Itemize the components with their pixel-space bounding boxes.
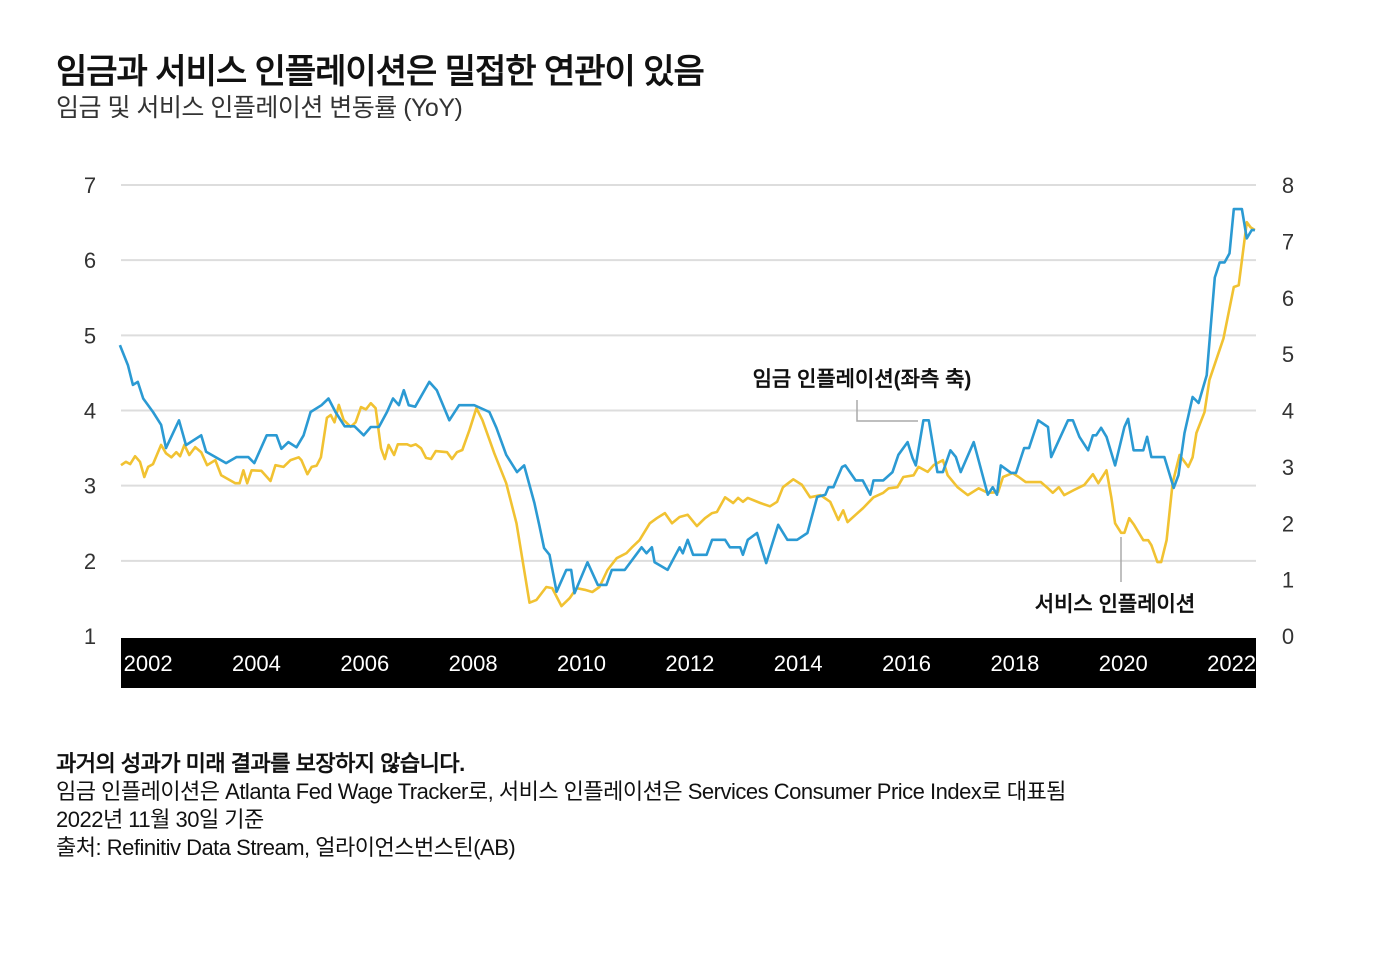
right-y-tick-label: 4 xyxy=(1282,399,1294,424)
x-tick-label: 2014 xyxy=(774,651,823,676)
left-y-tick-label: 4 xyxy=(84,399,96,424)
right-y-tick-label: 1 xyxy=(1282,568,1294,593)
wage-inflation-line xyxy=(118,207,1255,595)
x-tick-label: 2020 xyxy=(1099,651,1148,676)
wage-annotation-leader xyxy=(856,400,918,422)
left-y-tick-label: 6 xyxy=(84,248,96,273)
chart-subtitle: 임금 및 서비스 인플레이션 변동률 (YoY) xyxy=(56,94,463,122)
x-tick-label: 2004 xyxy=(232,651,281,676)
gridlines xyxy=(121,184,1256,562)
footnotes: 과거의 성과가 미래 결과를 보장하지 않습니다. 임금 인플레이션은 Atla… xyxy=(56,750,1066,862)
as-of-date: 2022년 11월 30일 기준 xyxy=(56,807,264,832)
services-inflation-line xyxy=(120,220,1256,608)
x-axis-band xyxy=(121,638,1256,688)
x-tick-label: 2010 xyxy=(557,651,606,676)
right-y-tick-label: 5 xyxy=(1282,342,1294,367)
x-tick-label: 2018 xyxy=(990,651,1039,676)
right-y-tick-label: 6 xyxy=(1282,286,1294,311)
x-tick-label: 2006 xyxy=(340,651,389,676)
right-y-tick-label: 8 xyxy=(1282,173,1294,198)
right-y-tick-label: 3 xyxy=(1282,455,1294,480)
wage-series-label: 임금 인플레이션(좌측 축) xyxy=(753,368,972,391)
source: 출처: Refinitiv Data Stream, 얼라이언스번스틴(AB) xyxy=(56,835,516,860)
x-tick-label: 2016 xyxy=(882,651,931,676)
left-y-tick-label: 1 xyxy=(84,624,96,649)
x-tick-label: 2002 xyxy=(124,651,173,676)
right-y-tick-label: 7 xyxy=(1282,229,1294,254)
services-series-label: 서비스 인플레이션 xyxy=(1035,593,1195,616)
x-tick-label: 2022 xyxy=(1207,651,1256,676)
series-lines xyxy=(118,207,1256,608)
chart-title: 임금과 서비스 인플레이션은 밀접한 연관이 있음 xyxy=(56,53,705,91)
right-y-tick-label: 0 xyxy=(1282,624,1294,649)
left-y-tick-label: 3 xyxy=(84,474,96,499)
left-y-tick-label: 2 xyxy=(84,549,96,574)
tick-labels: 1 2 3 4 5 6 7 0 1 2 3 4 5 6 7 8 2002 2004 2006 2008 2010 2012… xyxy=(84,173,1294,676)
left-y-tick-label: 7 xyxy=(84,173,96,198)
x-tick-label: 2008 xyxy=(449,651,498,676)
data-note: 임금 인플레이션은 Atlanta Fed Wage Tracker로, 서비스… xyxy=(56,779,1066,804)
left-y-tick-label: 5 xyxy=(84,323,96,348)
disclaimer: 과거의 성과가 미래 결과를 보장하지 않습니다. xyxy=(56,751,465,776)
x-tick-label: 2012 xyxy=(665,651,714,676)
right-y-tick-label: 2 xyxy=(1282,511,1294,536)
